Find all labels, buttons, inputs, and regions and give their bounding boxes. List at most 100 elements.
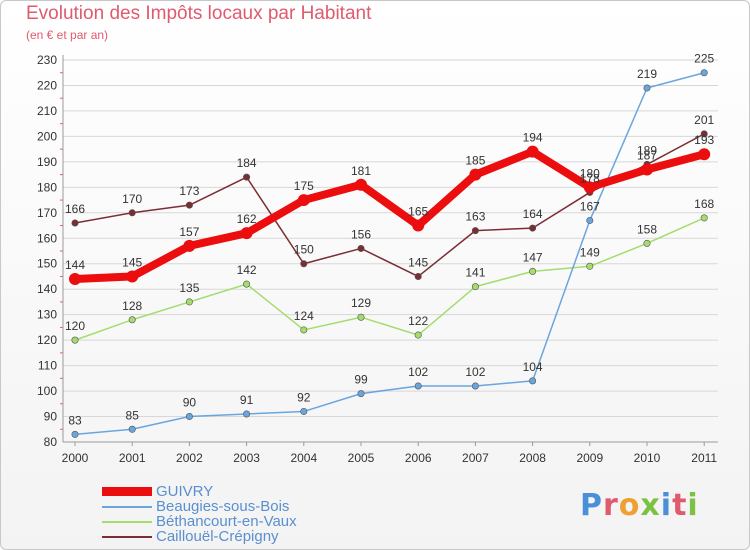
data-point <box>69 273 81 286</box>
proxiti-logo: Proxiti <box>580 488 699 523</box>
data-point <box>641 163 653 176</box>
data-point <box>414 272 422 280</box>
data-point <box>357 244 365 252</box>
logo-letter: x <box>640 488 661 523</box>
data-label: 173 <box>179 184 199 198</box>
data-label: 170 <box>122 192 142 206</box>
y-tick-label: 140 <box>37 282 57 296</box>
data-point <box>355 178 367 191</box>
legend-item: GUIVRY <box>102 483 297 500</box>
data-label: 128 <box>122 299 142 313</box>
data-point <box>128 425 136 433</box>
x-tick-label: 2009 <box>576 451 603 465</box>
legend-label: Béthancourt-en-Vaux <box>156 513 297 530</box>
data-label: 158 <box>637 222 657 236</box>
y-tick-label: 160 <box>37 231 57 245</box>
data-point <box>185 298 193 306</box>
legend: GUIVRY Beaugies-sous-Bois Béthancourt-en-V… <box>102 483 297 545</box>
data-label: 142 <box>237 263 257 277</box>
legend-label: GUIVRY <box>156 483 214 500</box>
x-tick-label: 2001 <box>119 451 146 465</box>
x-tick-label: 2007 <box>462 451 489 465</box>
grid-lines <box>63 59 718 443</box>
data-label: 150 <box>294 243 314 257</box>
data-point <box>300 326 308 334</box>
data-point <box>71 430 79 438</box>
data-label: 189 <box>637 143 657 157</box>
data-point <box>128 316 136 324</box>
y-tick-label: 210 <box>37 104 57 118</box>
logo-letter: i <box>660 488 673 523</box>
logo-letter: o <box>618 488 641 523</box>
data-point <box>128 209 136 217</box>
legend-item: Caillouël-Crépigny <box>102 528 297 545</box>
data-label: 168 <box>694 197 714 211</box>
data-point <box>243 280 251 288</box>
x-tick-label: 2003 <box>233 451 260 465</box>
y-tick-label: 180 <box>37 180 57 194</box>
data-label: 145 <box>122 255 142 269</box>
series-lines <box>69 69 711 438</box>
data-point <box>300 407 308 415</box>
data-point <box>700 69 708 77</box>
data-label: 180 <box>580 166 600 180</box>
data-label: 167 <box>580 199 600 213</box>
data-label: 129 <box>351 296 371 310</box>
data-label: 185 <box>465 154 485 168</box>
series-line <box>71 147 709 284</box>
data-point <box>297 194 310 207</box>
y-tick-label: 150 <box>37 257 57 271</box>
data-label: 120 <box>65 319 85 333</box>
x-tick-label: 2000 <box>62 451 89 465</box>
legend-item: Beaugies-sous-Bois <box>102 498 297 515</box>
data-point <box>471 382 479 390</box>
data-label: 163 <box>465 210 485 224</box>
data-point <box>471 227 479 235</box>
data-label: 85 <box>126 408 140 422</box>
data-label: 184 <box>237 156 257 170</box>
data-point <box>243 173 251 181</box>
data-labels: 166 170 173 184 150 156 145 163 164 178 189 201 120 1… <box>65 52 715 428</box>
data-label: 201 <box>694 113 714 127</box>
data-point <box>471 283 479 291</box>
data-label: 91 <box>240 393 254 407</box>
x-tick-label: 2002 <box>176 451 203 465</box>
legend-item: Béthancourt-en-Vaux <box>102 513 297 530</box>
data-point <box>183 239 196 252</box>
data-label: 175 <box>294 179 314 193</box>
data-label: 181 <box>351 164 371 178</box>
data-label: 145 <box>408 255 428 269</box>
logo-letter: P <box>580 488 603 523</box>
data-point <box>185 413 193 421</box>
x-tick-label: 2006 <box>405 451 432 465</box>
data-point <box>586 216 594 224</box>
legend-swatch <box>102 505 152 508</box>
data-point <box>357 390 365 398</box>
axes: 8090100110120130140150160170180190200210… <box>37 53 718 465</box>
data-label: 147 <box>523 250 543 264</box>
data-point <box>412 219 425 232</box>
y-tick-label: 190 <box>37 155 57 169</box>
data-point <box>357 313 365 321</box>
y-tick-label: 110 <box>38 359 57 373</box>
data-label: 194 <box>523 131 543 145</box>
data-label: 83 <box>68 413 82 427</box>
data-label: 156 <box>351 227 371 241</box>
data-point <box>71 219 79 227</box>
legend-swatch <box>102 487 152 496</box>
data-label: 90 <box>183 396 197 410</box>
data-label: 124 <box>294 309 314 323</box>
data-point <box>698 148 711 161</box>
data-label: 144 <box>65 258 85 272</box>
data-point <box>700 130 708 138</box>
y-tick-label: 80 <box>44 435 58 449</box>
y-tick-label: 90 <box>44 410 58 424</box>
y-tick-label: 100 <box>37 384 57 398</box>
legend-label: Beaugies-sous-Bois <box>156 498 290 515</box>
series-line <box>74 217 705 341</box>
data-point <box>700 214 708 222</box>
data-point <box>583 181 596 194</box>
data-label: 187 <box>637 149 657 163</box>
data-point <box>586 262 594 270</box>
